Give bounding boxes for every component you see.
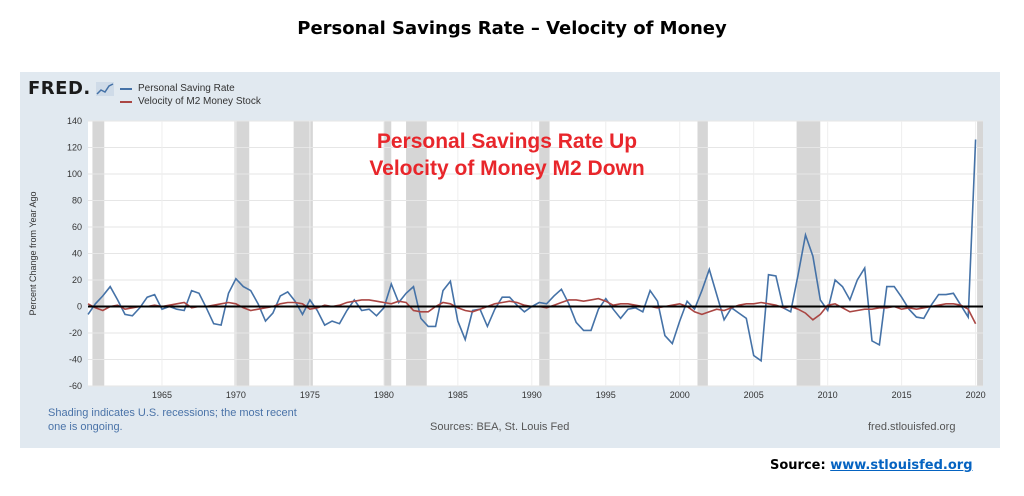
y-tick-label: 60: [72, 222, 82, 232]
x-tick-label: 1995: [596, 390, 616, 400]
y-tick-label: -40: [69, 355, 82, 365]
legend-item-velocity: Velocity of M2 Money Stock: [120, 95, 261, 108]
x-tick-label: 2000: [670, 390, 690, 400]
legend-swatch-velocity: [120, 100, 132, 103]
y-axis-label: Percent Change from Year Ago: [28, 191, 38, 315]
x-tick-label: 1990: [522, 390, 542, 400]
recession-note: Shading indicates U.S. recessions; the m…: [48, 407, 297, 433]
legend-swatch-saving-rate: [120, 87, 132, 90]
fred-logo-text: FRED: [28, 78, 84, 99]
y-tick-label: 120: [67, 143, 82, 153]
x-tick-label: 2005: [744, 390, 764, 400]
y-tick-label: 80: [72, 196, 82, 206]
y-tick-label: 100: [67, 169, 82, 179]
line-chart: -60 -40 -20 0 20 40 60 80 100 120 140 1965 1970 1975 1…: [28, 116, 986, 400]
fred-site-link[interactable]: fred.stlouisfed.org: [868, 421, 956, 433]
graph-icon: [96, 82, 114, 96]
x-tick-label: 2010: [818, 390, 838, 400]
source-line: Source: www.stlouisfed.org: [770, 458, 973, 473]
fred-logo[interactable]: FRED.: [28, 78, 91, 99]
y-tick-label: 20: [72, 275, 82, 285]
y-tick-label: 40: [72, 249, 82, 259]
y-tick-label: -60: [69, 381, 82, 391]
chart-legend: Personal Saving Rate Velocity of M2 Mone…: [120, 82, 261, 108]
x-tick-label: 1965: [152, 390, 172, 400]
source-label: Source:: [770, 458, 826, 473]
x-tick-label: 1980: [374, 390, 394, 400]
y-tick-label: 140: [67, 116, 82, 126]
page-title: Personal Savings Rate – Velocity of Mone…: [297, 18, 727, 39]
x-tick-label: 1970: [226, 390, 246, 400]
x-tick-label: 2015: [892, 390, 912, 400]
x-tick-label: 1985: [448, 390, 468, 400]
annotation-text: Velocity of Money M2 Down: [369, 157, 644, 180]
fred-graph-panel: FRED. Personal Saving Rate Velocity of M…: [20, 72, 1000, 448]
sources-text: Sources: BEA, St. Louis Fed: [430, 421, 570, 433]
y-tick-label: 0: [77, 302, 82, 312]
legend-label-saving-rate: Personal Saving Rate: [138, 83, 235, 94]
x-tick-label: 1975: [300, 390, 320, 400]
legend-label-velocity: Velocity of M2 Money Stock: [138, 96, 261, 107]
annotation-text: Personal Savings Rate Up: [377, 130, 637, 153]
x-tick-label: 2020: [966, 390, 986, 400]
legend-item-saving-rate: Personal Saving Rate: [120, 82, 261, 95]
source-link[interactable]: www.stlouisfed.org: [830, 458, 973, 473]
y-tick-label: -20: [69, 328, 82, 338]
